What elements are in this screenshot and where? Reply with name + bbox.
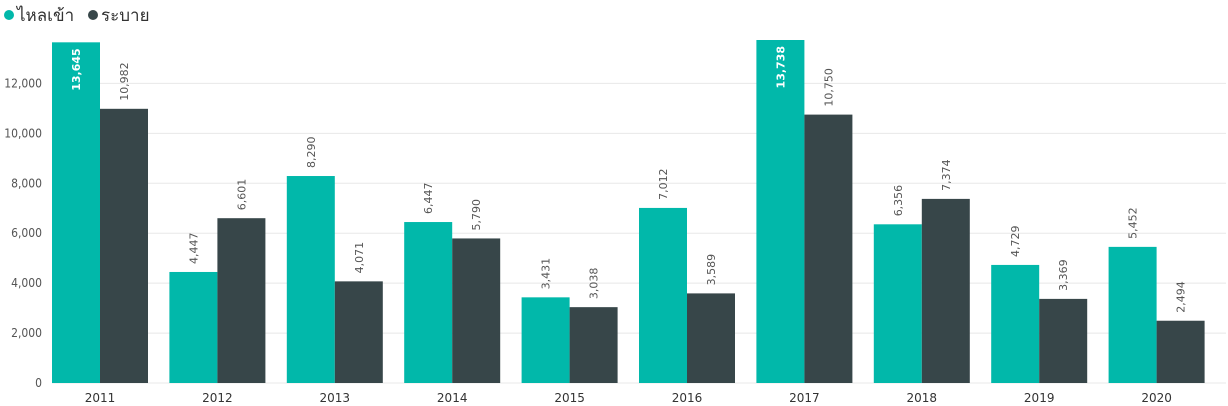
data-label: 10,982 <box>118 62 131 101</box>
data-label: 3,431 <box>540 258 553 290</box>
x-tick-label: 2013 <box>320 391 351 405</box>
bar-inflow[interactable] <box>639 207 687 383</box>
bar-outflow[interactable] <box>217 218 266 383</box>
bar-inflow[interactable] <box>873 224 922 383</box>
x-tick-label: 2011 <box>85 391 116 405</box>
data-label: 3,589 <box>705 254 718 286</box>
legend-label-inflow[interactable]: ไหลเข้า <box>15 5 74 26</box>
x-tick-label: 2016 <box>672 391 703 405</box>
data-label: 7,374 <box>940 159 953 191</box>
bar-outflow[interactable] <box>569 307 618 383</box>
bar-inflow[interactable] <box>521 297 570 383</box>
legend[interactable]: ไหลเข้า ระบาย <box>4 5 150 26</box>
legend-marker-inflow <box>4 10 14 20</box>
data-label: 13,645 <box>70 48 83 90</box>
x-tick-label: 2015 <box>554 391 585 405</box>
bar-outflow[interactable] <box>1156 320 1205 383</box>
bar-inflow[interactable] <box>756 40 805 383</box>
legend-label-outflow[interactable]: ระบาย <box>101 6 150 26</box>
legend-marker-outflow <box>88 10 98 20</box>
bar-outflow[interactable] <box>100 108 148 383</box>
y-tick-label: 6,000 <box>11 226 42 240</box>
x-tick-label: 2014 <box>437 391 468 405</box>
data-label: 4,447 <box>187 232 200 264</box>
bar-outflow[interactable] <box>804 114 853 384</box>
x-tick-label: 2018 <box>907 391 938 405</box>
bar-inflow[interactable] <box>52 42 100 383</box>
y-tick-label: 4,000 <box>11 276 42 290</box>
data-label: 3,369 <box>1057 259 1070 291</box>
bars <box>52 40 1205 384</box>
bar-inflow[interactable] <box>286 176 335 383</box>
data-label: 4,071 <box>353 242 366 274</box>
x-tick-label: 2019 <box>1024 391 1055 405</box>
data-label: 2,494 <box>1175 281 1188 313</box>
bar-outflow[interactable] <box>921 198 970 383</box>
x-tick-label: 2012 <box>202 391 233 405</box>
y-tick-label: 2,000 <box>11 326 42 340</box>
x-tick-label: 2020 <box>1141 391 1172 405</box>
y-tick-label: 10,000 <box>4 126 42 140</box>
y-tick-label: 12,000 <box>4 76 42 90</box>
x-axis: 2011 2012 2013 2014 2015 2016 2017 2018 2019 2020 <box>85 391 1172 405</box>
bar-inflow[interactable] <box>404 222 453 383</box>
bar-inflow[interactable] <box>169 271 218 383</box>
data-label: 5,790 <box>470 199 483 231</box>
data-label: 6,601 <box>235 179 248 211</box>
data-labels: 13,645 10,982 4,447 6,601 8,290 4,071 6,447 5,7… <box>70 46 1188 313</box>
y-tick-label: 8,000 <box>11 176 42 190</box>
data-label: 5,452 <box>1127 207 1140 239</box>
data-label: 4,729 <box>1009 225 1022 256</box>
bar-outflow[interactable] <box>1039 298 1088 383</box>
data-label: 13,738 <box>774 46 787 88</box>
y-tick-label: 0 <box>35 376 42 390</box>
x-tick-label: 2017 <box>789 391 820 405</box>
bar-outflow[interactable] <box>334 281 383 383</box>
bar-outflow[interactable] <box>452 238 501 383</box>
data-label: 3,038 <box>588 268 601 300</box>
bar-inflow[interactable] <box>991 264 1040 383</box>
data-label: 8,290 <box>305 137 318 169</box>
data-label: 7,012 <box>657 168 670 200</box>
data-label: 6,356 <box>892 185 905 217</box>
data-label: 6,447 <box>422 183 435 215</box>
bar-inflow[interactable] <box>1108 246 1157 383</box>
data-label: 10,750 <box>822 68 835 107</box>
bar-outflow[interactable] <box>687 293 735 383</box>
y-axis: 0 2,000 4,000 6,000 8,000 10,000 12,000 <box>4 76 42 390</box>
